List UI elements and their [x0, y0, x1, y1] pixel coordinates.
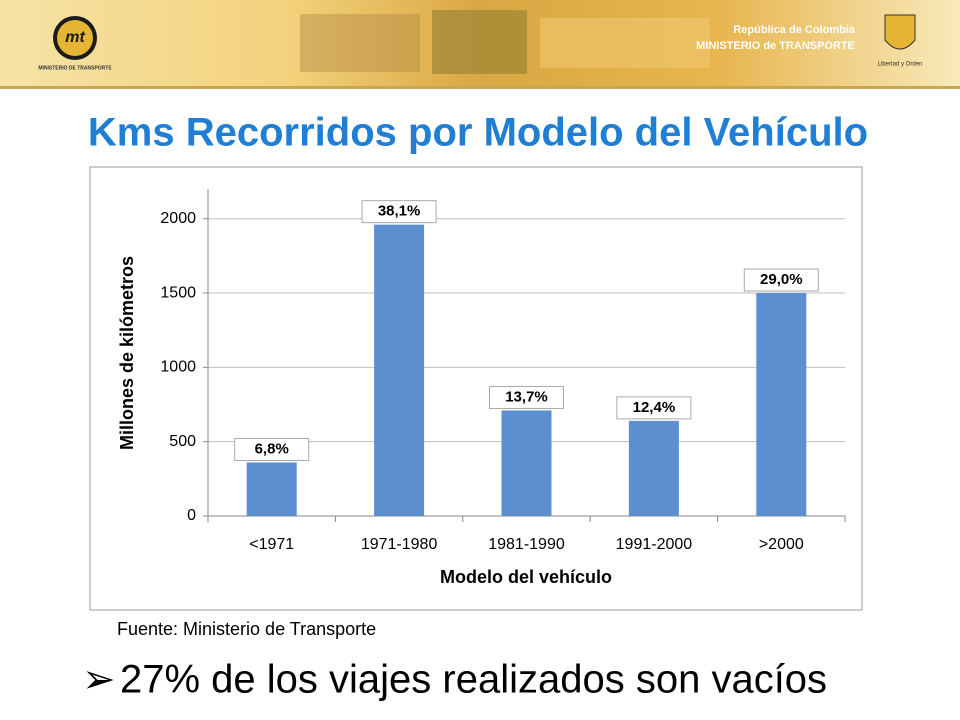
share-label: 38,1% [378, 203, 421, 220]
bullet-text: 27% de los viajes realizados son vacíos [120, 658, 827, 702]
slide-title: Kms Recorridos por Modelo del Vehículo [88, 111, 868, 155]
x-tick-label: 1971-1980 [361, 536, 438, 553]
source: Fuente: Ministerio de Transporte [117, 619, 376, 639]
header-rule [0, 86, 960, 89]
bar [628, 420, 679, 516]
bar [501, 410, 552, 516]
motto: Libertad y Orden [878, 62, 923, 68]
y-axis-title: Millones de kilómetros [117, 256, 137, 450]
share-label-box [743, 268, 819, 292]
bar [756, 293, 807, 516]
share-label-box [616, 396, 692, 420]
share-label: 29,0% [760, 271, 803, 288]
y-tick-label: 500 [169, 433, 196, 450]
bar [374, 224, 425, 516]
x-tick-label: 1981-1990 [488, 536, 565, 553]
ship-image [300, 14, 420, 72]
y-tick-label: 0 [187, 507, 196, 524]
bullet-arrow: ➢ [82, 658, 116, 702]
plane-image [540, 18, 710, 68]
country: República de Colombia [733, 24, 856, 36]
share-label-box [234, 437, 310, 461]
chart-frame [89, 166, 863, 611]
y-tick-label: 1500 [160, 284, 196, 301]
share-label: 6,8% [255, 440, 289, 457]
y-tick-label: 1000 [160, 359, 196, 376]
x-tick-label: 1991-2000 [616, 536, 693, 553]
logo-inner [57, 20, 93, 56]
y-tick-label: 2000 [160, 210, 196, 227]
x-tick-label: <1971 [249, 536, 294, 553]
x-tick-label: >2000 [759, 536, 804, 553]
share-label: 12,4% [633, 399, 676, 416]
x-axis-title: Modelo del vehículo [440, 567, 612, 587]
bus-image [432, 10, 527, 74]
share-label-box [489, 385, 564, 409]
bar [246, 462, 297, 516]
coat-of-arms [884, 14, 916, 50]
logo-mark: mt [65, 29, 85, 46]
ministry: MINISTERIO de TRANSPORTE [696, 40, 855, 52]
logo-caption: MINISTERIO DE TRANSPORTE [38, 65, 112, 71]
share-label: 13,7% [505, 388, 548, 405]
share-label-box [361, 200, 437, 224]
